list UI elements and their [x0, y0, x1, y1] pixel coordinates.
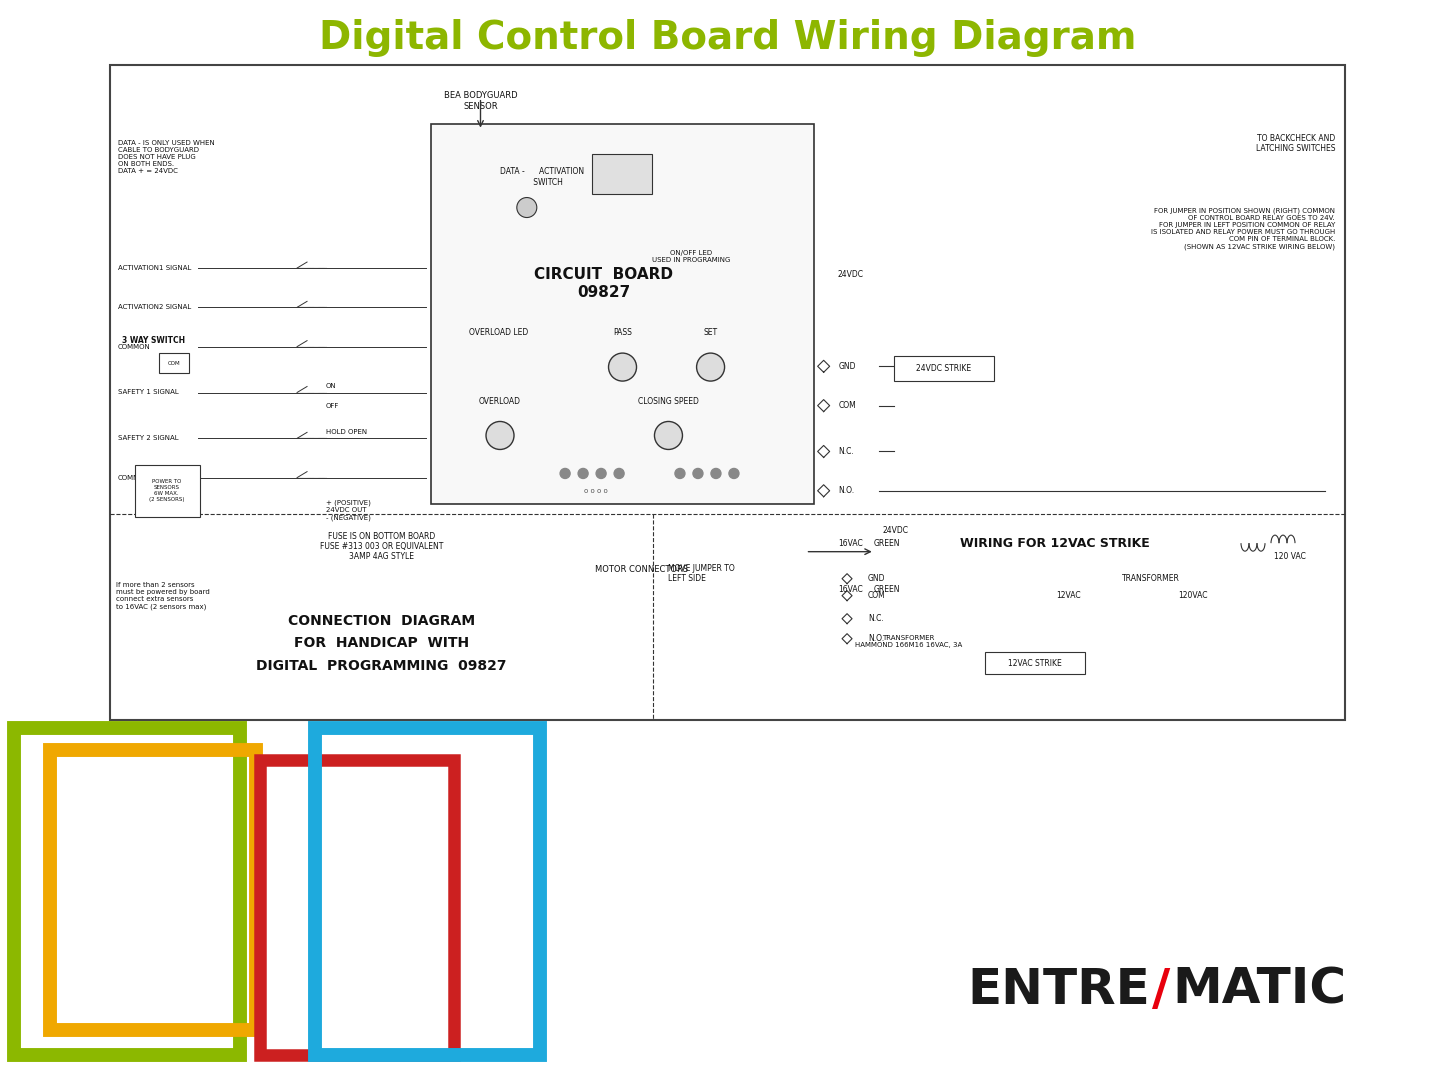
- Text: WIRING FOR 12VAC STRIKE: WIRING FOR 12VAC STRIKE: [960, 537, 1149, 550]
- Circle shape: [654, 422, 683, 450]
- Circle shape: [517, 197, 537, 218]
- Text: GREEN: GREEN: [874, 585, 900, 593]
- Text: 24VDC: 24VDC: [882, 525, 909, 535]
- Text: CLOSING SPEED: CLOSING SPEED: [638, 397, 699, 406]
- Circle shape: [711, 468, 721, 478]
- Text: 12VAC STRIKE: 12VAC STRIKE: [1009, 659, 1063, 668]
- Text: MOTOR CONNECTORS: MOTOR CONNECTORS: [596, 564, 689, 574]
- Text: ACTIVATION1 SIGNAL: ACTIVATION1 SIGNAL: [118, 265, 191, 271]
- Text: OVERLOAD: OVERLOAD: [479, 397, 521, 406]
- Text: GREEN: GREEN: [874, 538, 900, 548]
- Bar: [593, 154, 652, 194]
- Text: COM: COM: [839, 401, 856, 410]
- Text: SAFETY 2 SIGNAL: SAFETY 2 SIGNAL: [118, 435, 179, 441]
- Circle shape: [486, 422, 514, 450]
- Text: Digital Control Board Wiring Diagram: Digital Control Board Wiring Diagram: [319, 19, 1137, 57]
- Circle shape: [578, 468, 588, 478]
- Text: 16VAC: 16VAC: [839, 585, 863, 593]
- Text: o o o o: o o o o: [584, 489, 607, 494]
- Text: GND: GND: [868, 574, 885, 583]
- Text: OVERLOAD LED: OVERLOAD LED: [469, 328, 529, 338]
- Text: SAFETY 1 SIGNAL: SAFETY 1 SIGNAL: [118, 390, 179, 396]
- Text: DATA - IS ONLY USED WHEN
CABLE TO BODYGUARD
DOES NOT HAVE PLUG
ON BOTH ENDS.
DAT: DATA - IS ONLY USED WHEN CABLE TO BODYGU…: [118, 139, 214, 174]
- Text: If more than 2 sensors
must be powered by board
connect extra sensors
to 16VAC (: If more than 2 sensors must be powered b…: [116, 583, 210, 610]
- Bar: [15, 728, 240, 1055]
- Circle shape: [696, 353, 725, 381]
- Text: DATA -      ACTIVATION
              SWITCH: DATA - ACTIVATION SWITCH: [499, 167, 584, 187]
- Circle shape: [561, 468, 571, 478]
- Circle shape: [609, 353, 636, 381]
- Text: /: /: [1152, 966, 1171, 1014]
- Bar: [111, 65, 1345, 720]
- Text: + (POSITIVE)
24VDC OUT
- (NEGATIVE): + (POSITIVE) 24VDC OUT - (NEGATIVE): [326, 500, 371, 521]
- Text: MOVE JUMPER TO
LEFT SIDE: MOVE JUMPER TO LEFT SIDE: [668, 563, 735, 583]
- Circle shape: [729, 468, 740, 478]
- Text: COMMON: COMMON: [118, 475, 151, 480]
- Text: BEA BODYGUARD
SENSOR: BEA BODYGUARD SENSOR: [444, 92, 517, 111]
- Text: TRANSFORMER
HAMMOND 166M16 16VAC, 3A: TRANSFORMER HAMMOND 166M16 16VAC, 3A: [855, 634, 962, 647]
- Text: N.C.: N.C.: [839, 447, 855, 456]
- Bar: [314, 728, 540, 1055]
- Text: COM: COM: [167, 360, 181, 366]
- Text: 16VAC: 16VAC: [839, 538, 863, 548]
- Text: FUSE IS ON BOTTOM BOARD
FUSE #313 003 OR EQUIVALENT
3AMP 4AG STYLE: FUSE IS ON BOTTOM BOARD FUSE #313 003 OR…: [320, 532, 444, 561]
- Text: HOLD OPEN: HOLD OPEN: [326, 428, 367, 435]
- Text: PASS: PASS: [613, 328, 632, 338]
- Text: 12VAC: 12VAC: [1056, 591, 1080, 600]
- Circle shape: [614, 468, 625, 478]
- Text: OFF: OFF: [326, 402, 339, 409]
- Text: 24VDC: 24VDC: [839, 270, 863, 279]
- Text: 120 VAC: 120 VAC: [1274, 551, 1306, 561]
- Text: GND: GND: [839, 361, 856, 371]
- Text: MATIC: MATIC: [1172, 966, 1347, 1014]
- Text: ON: ON: [326, 383, 336, 388]
- Text: ON/OFF LED
USED IN PROGRAMING: ON/OFF LED USED IN PROGRAMING: [652, 250, 731, 263]
- Text: ENTRE: ENTRE: [967, 966, 1150, 1014]
- Text: SET: SET: [703, 328, 718, 338]
- Bar: [986, 652, 1085, 673]
- Bar: [159, 353, 189, 373]
- Bar: [50, 750, 256, 1030]
- Text: N.O.: N.O.: [868, 634, 884, 643]
- Text: ACTIVATION2 SIGNAL: ACTIVATION2 SIGNAL: [118, 304, 191, 311]
- Text: COM: COM: [868, 591, 885, 600]
- Text: POWER TO
SENSORS
6W MAX.
(2 SENSORS): POWER TO SENSORS 6W MAX. (2 SENSORS): [149, 479, 185, 502]
- Text: FOR JUMPER IN POSITION SHOWN (RIGHT) COMMON
OF CONTROL BOARD RELAY GOES TO 24V.
: FOR JUMPER IN POSITION SHOWN (RIGHT) COM…: [1150, 208, 1335, 249]
- Text: TO BACKCHECK AND
LATCHING SWITCHES: TO BACKCHECK AND LATCHING SWITCHES: [1255, 134, 1335, 153]
- Text: CIRCUIT  BOARD
09827: CIRCUIT BOARD 09827: [534, 268, 673, 300]
- Text: COMMON: COMMON: [118, 343, 151, 350]
- Circle shape: [596, 468, 606, 478]
- Text: CONNECTION  DIAGRAM
FOR  HANDICAP  WITH
DIGITAL  PROGRAMMING  09827: CONNECTION DIAGRAM FOR HANDICAP WITH DIG…: [256, 614, 507, 673]
- Text: 3 WAY SWITCH: 3 WAY SWITCH: [122, 336, 185, 344]
- Text: 24VDC STRIKE: 24VDC STRIKE: [916, 364, 971, 373]
- Circle shape: [693, 468, 703, 478]
- Bar: [431, 124, 814, 504]
- Text: 120VAC: 120VAC: [1178, 591, 1207, 600]
- Bar: [261, 760, 454, 1055]
- Text: TRANSFORMER: TRANSFORMER: [1123, 574, 1181, 583]
- Circle shape: [676, 468, 684, 478]
- Text: N.C.: N.C.: [868, 614, 884, 624]
- Text: N.O.: N.O.: [839, 487, 855, 495]
- Bar: [894, 356, 993, 381]
- Bar: [135, 465, 199, 517]
